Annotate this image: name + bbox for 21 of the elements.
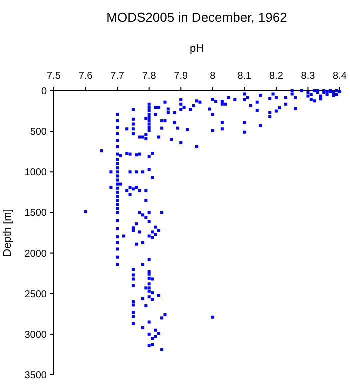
x-tick-label: 7.9 xyxy=(174,71,188,82)
x-tick-label: 8.3 xyxy=(301,71,316,82)
x-tick-label: 8.1 xyxy=(238,71,252,82)
y-tick-label: 500 xyxy=(30,127,48,138)
x-tick-label: 8.4 xyxy=(333,71,348,82)
y-tick-label: 2500 xyxy=(24,289,48,300)
y-tick-label: 2000 xyxy=(24,248,48,260)
y-tick-label: 3500 xyxy=(24,370,48,382)
x-tick-label: 8.2 xyxy=(269,71,284,82)
x-tick-label: 7.5 xyxy=(47,71,62,82)
x-tick-label: 7.7 xyxy=(110,71,125,82)
chart-title: MODS2005 in December, 1962 xyxy=(106,10,288,25)
x-tick-label: 7.6 xyxy=(78,71,94,82)
x-tick-label: 7.8 xyxy=(142,71,157,82)
y-tick-label: 3000 xyxy=(24,330,48,341)
y-tick-label: 1500 xyxy=(24,208,48,220)
x-axis-title: pH xyxy=(190,43,204,55)
y-tick-label: 1000 xyxy=(24,168,48,179)
x-tick-label: 8 xyxy=(210,71,216,82)
y-axis-title: Depth [m] xyxy=(2,209,14,257)
y-tick-label: 0 xyxy=(41,86,48,98)
